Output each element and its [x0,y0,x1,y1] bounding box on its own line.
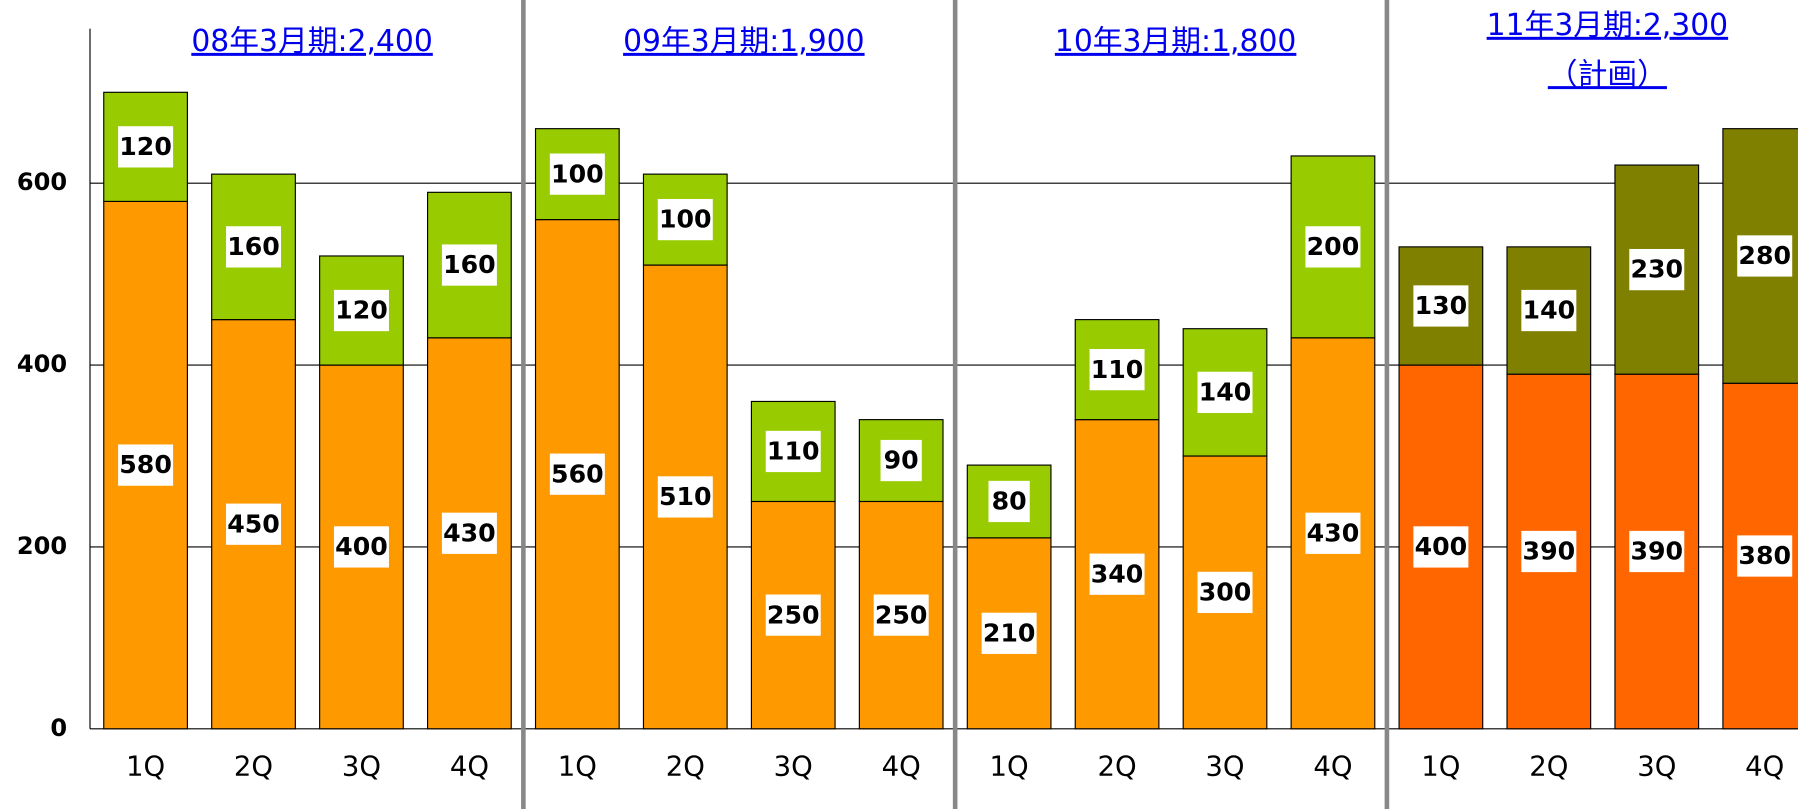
group-label: 10年3月期:1,800 [1055,24,1296,59]
value-label: 210 [983,618,1036,647]
value-label-box [657,476,713,518]
x-tick-label: 4Q [1313,751,1352,783]
value-label-box [1521,530,1577,573]
y-tick-label: 600 [17,168,67,196]
value-label-box [333,289,389,332]
value-label-box [1305,226,1361,268]
x-tick-label: 3Q [1205,751,1244,783]
value-label: 100 [551,159,604,188]
value-label-box [1089,553,1145,595]
value-label: 120 [119,132,172,161]
value-label: 380 [1738,541,1791,570]
x-tick-label: 3Q [774,751,813,783]
value-label: 110 [767,437,820,466]
x-tick-label: 1Q [990,751,1029,783]
x-tick-label: 2Q [1097,751,1136,783]
value-label-box [549,153,605,195]
x-tick-label: 2Q [234,751,273,783]
value-label-box [441,244,497,286]
value-label: 510 [659,482,712,511]
x-tick-label: 3Q [342,751,381,783]
value-label: 130 [1415,291,1468,320]
value-label-box [1737,535,1793,577]
x-tick-label: 4Q [1745,751,1784,783]
y-tick-label: 200 [17,532,67,560]
value-label: 400 [335,532,388,561]
y-tick-label: 0 [50,714,67,742]
value-label-box [988,480,1030,523]
value-label-box [873,594,929,636]
x-tick-label: 4Q [882,751,921,783]
x-tick-label: 2Q [1529,751,1568,783]
y-tick-label: 400 [17,350,67,378]
value-label-box [1089,348,1145,391]
value-label: 230 [1630,255,1683,284]
value-label: 160 [443,250,496,279]
value-label-box [1197,371,1253,413]
x-tick-label: 1Q [1421,751,1460,783]
value-label: 120 [335,296,388,325]
value-label: 140 [1199,378,1252,407]
value-label: 110 [1091,355,1144,384]
bar-segment [1614,373,1700,730]
value-label: 580 [119,450,172,479]
value-label-box [1413,285,1469,327]
bar-segment [966,464,1052,539]
value-label-box [549,453,605,495]
bar-segment [427,191,512,339]
value-label: 450 [227,509,280,538]
value-label-box [880,439,922,482]
value-label-box [657,198,713,241]
value-label-box [118,444,174,486]
x-tick-label: 4Q [450,751,489,783]
value-label: 390 [1630,537,1683,566]
value-label: 340 [1091,559,1144,588]
x-tick-label: 1Q [126,751,165,783]
value-label-box [226,226,282,268]
group-label: 08年3月期:2,400 [191,24,432,59]
group-label: 11年3月期:2,300 [1487,8,1728,43]
value-label-box [441,512,497,554]
x-tick-label: 3Q [1637,751,1676,783]
value-label-box [765,594,821,636]
value-label-box [1197,571,1253,614]
x-tick-label: 2Q [666,751,705,783]
value-label-box [1629,530,1685,573]
group-label: 09年3月期:1,900 [623,24,864,59]
value-label-box [1737,235,1793,277]
value-label: 280 [1738,241,1791,270]
value-label: 400 [1415,532,1468,561]
value-label-box [1305,512,1361,554]
value-label-box [333,526,389,568]
value-label-box [981,612,1037,654]
value-label: 250 [875,600,928,629]
value-label: 90 [884,446,919,475]
x-tick-label: 1Q [558,751,597,783]
value-label: 80 [992,487,1027,516]
value-label: 100 [659,205,712,234]
value-label-box [226,503,282,545]
group-note: （計画） [1548,57,1667,92]
value-label: 300 [1199,578,1252,607]
value-label: 140 [1523,296,1576,325]
value-label-box [1413,526,1469,568]
value-label-box [118,126,174,168]
value-label-box [765,430,821,473]
value-label: 560 [551,459,604,488]
bar-segment [750,400,836,503]
value-label: 430 [443,518,496,547]
value-label: 200 [1307,232,1360,261]
value-label-box [1629,248,1685,291]
value-label: 430 [1307,518,1360,547]
value-label-box [1521,289,1577,332]
value-label: 160 [227,232,280,261]
value-label: 390 [1523,537,1576,566]
value-label: 250 [767,600,820,629]
